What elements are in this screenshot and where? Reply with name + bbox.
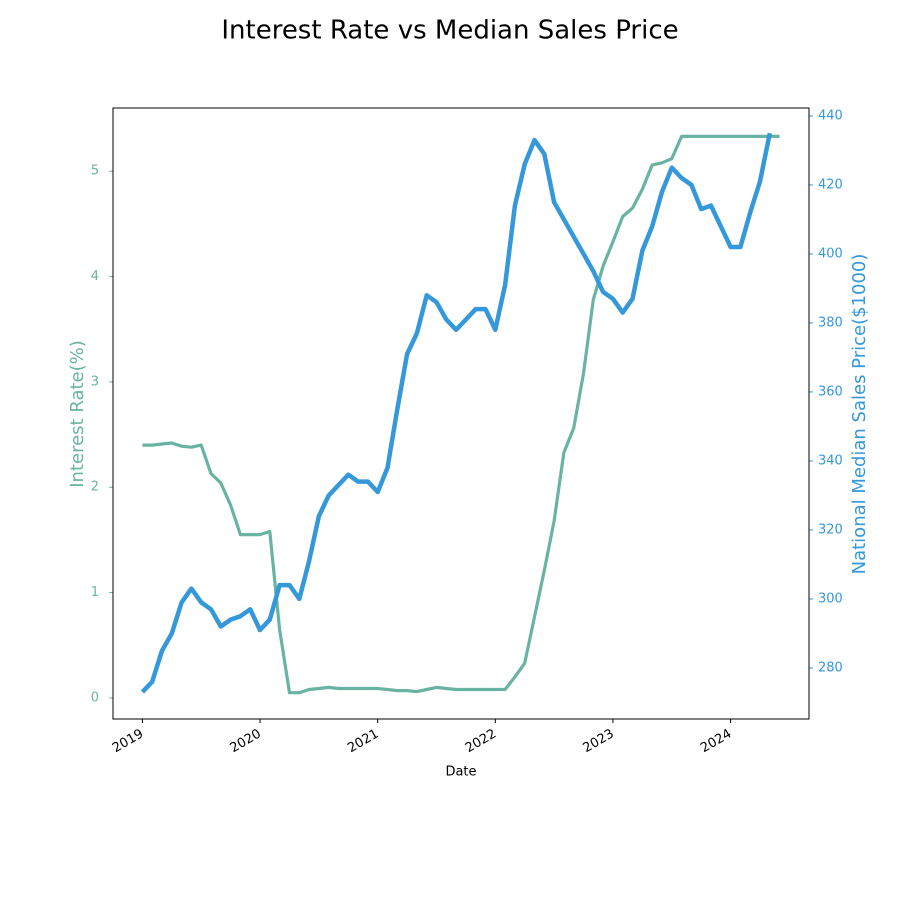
y2-tick-label: 340 bbox=[818, 453, 843, 468]
y-tick-label: 3 bbox=[91, 374, 99, 389]
x-tick-label: 2023 bbox=[581, 727, 617, 757]
line bbox=[140, 132, 773, 694]
y2-tick-label: 300 bbox=[818, 591, 843, 606]
line bbox=[142, 134, 780, 695]
y2-tick-label: 280 bbox=[818, 660, 843, 675]
x-axis-label: Date bbox=[445, 765, 476, 780]
chart-title: Interest Rate vs Median Sales Price bbox=[221, 16, 678, 46]
y2-tick-label: 400 bbox=[818, 246, 843, 261]
y2-tick-label: 320 bbox=[818, 522, 843, 537]
y2-axis-label: National Median Sales Price($1000) bbox=[849, 254, 870, 575]
y-tick-label: 0 bbox=[91, 690, 99, 705]
x-tick-label: 2019 bbox=[110, 727, 146, 757]
y-tick-label: 2 bbox=[91, 480, 99, 495]
x-tick-label: 2024 bbox=[698, 727, 734, 757]
y2-tick-label: 360 bbox=[818, 384, 843, 399]
y-tick-label: 4 bbox=[91, 269, 99, 284]
y-axis-label: Interest Rate(%) bbox=[67, 340, 88, 488]
y-tick-label: 1 bbox=[91, 585, 99, 600]
y2-tick-label: 420 bbox=[818, 177, 843, 192]
x-tick-label: 2021 bbox=[345, 727, 381, 757]
x-tick-label: 2022 bbox=[463, 727, 499, 757]
y2-tick-label: 380 bbox=[818, 315, 843, 330]
y-tick-label: 5 bbox=[91, 164, 99, 179]
y2-tick-label: 440 bbox=[818, 108, 843, 123]
x-tick-label: 2020 bbox=[228, 727, 264, 757]
plot-frame bbox=[112, 107, 810, 720]
